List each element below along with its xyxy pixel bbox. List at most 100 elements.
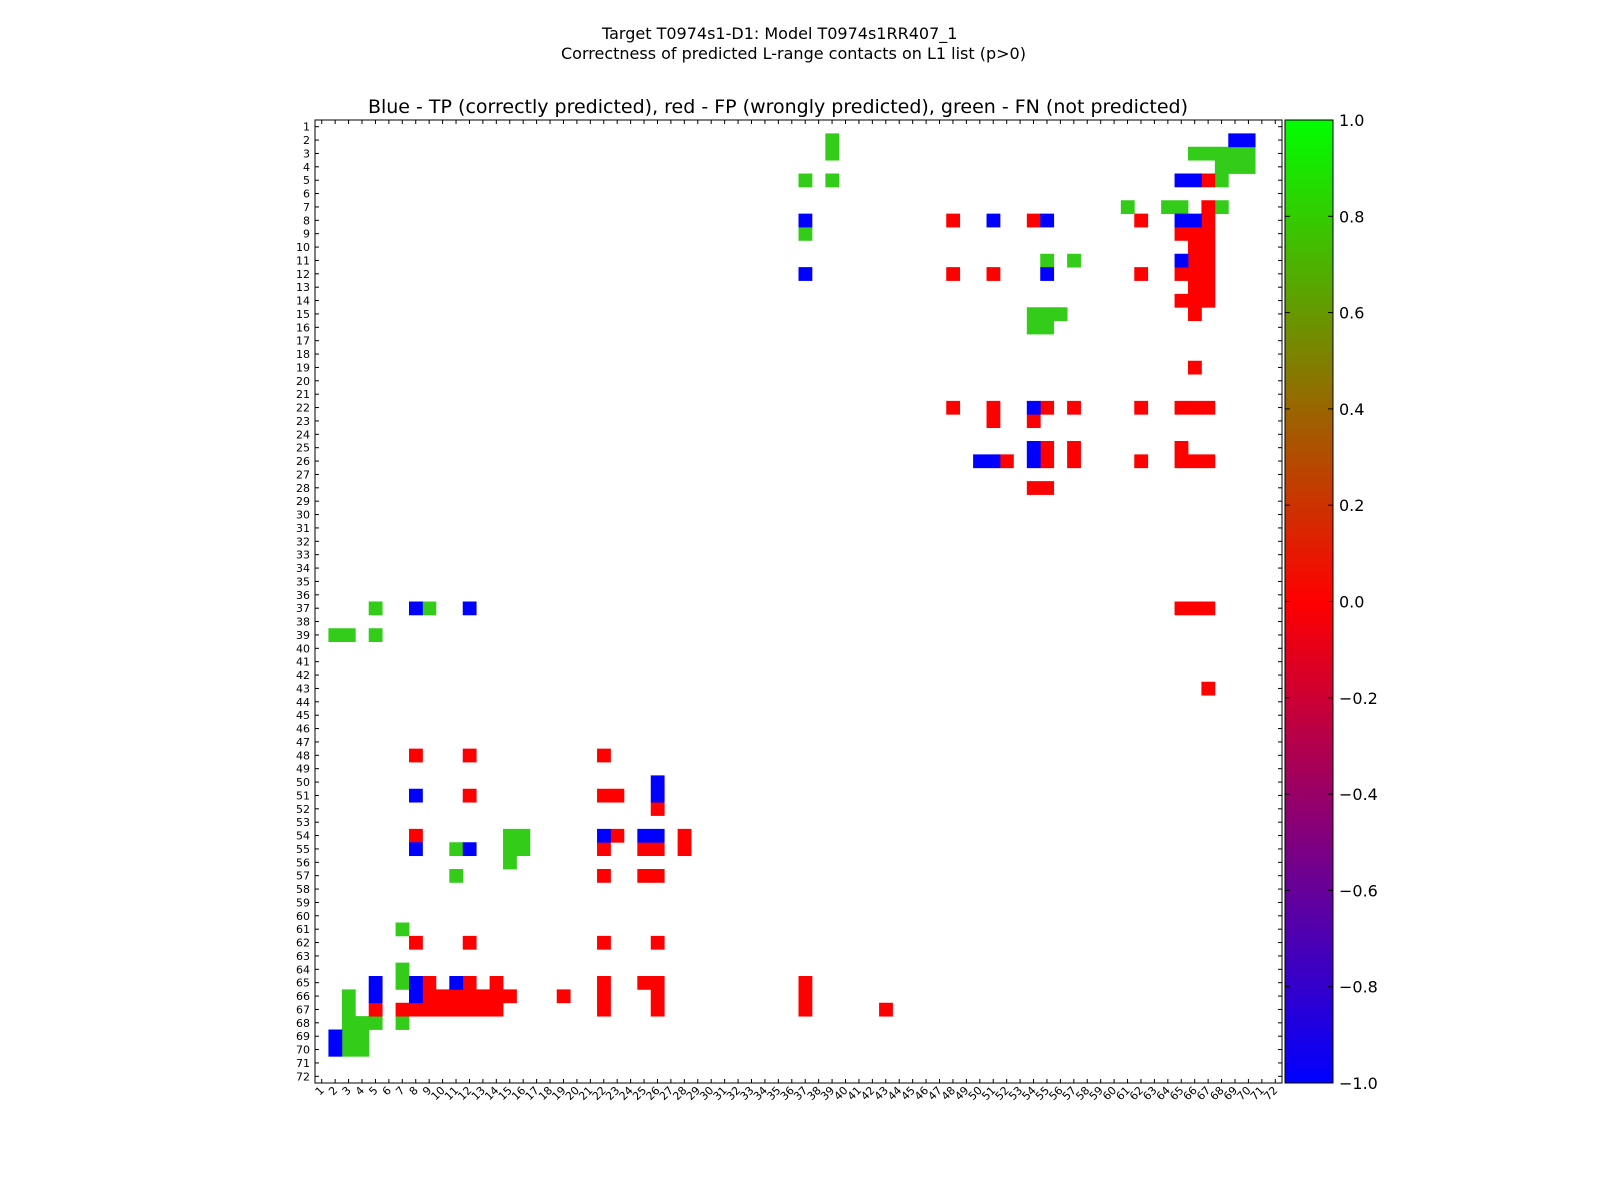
cell-fp [1187,601,1202,616]
cell-tp [449,976,464,990]
cell-fp [1187,267,1202,281]
x-tick-label: 2 [326,1084,340,1098]
cell-fp [1174,454,1189,469]
cell-fn [368,628,383,643]
y-tick-label: 1 [303,121,310,134]
cell-fp [650,802,665,816]
cell-fn [341,1042,356,1057]
suptitle-line-1: Target T0974s1-D1: Model T0974s1RR407_1 [601,24,957,44]
y-tick-label: 32 [296,535,310,548]
y-tick-label: 11 [296,254,310,267]
cell-fp [489,989,504,1004]
cell-fn [395,922,410,937]
colorbar-ticks: 1.0 0.8 0.6 0.4 0.2 0.0 −0.2 −0.4 −0.6 −0.8 −1.0 [1285,111,1378,1093]
y-tick-label: 64 [296,963,310,976]
cell-fn [1067,253,1081,268]
cell-fp [1067,400,1081,415]
y-tick-label: 7 [303,201,310,214]
cell-fn [1241,160,1256,174]
cell-tp [409,788,423,803]
cell-fp [879,1002,893,1017]
y-tick-label: 53 [296,816,310,829]
y-tick-label: 22 [296,402,310,415]
y-tick-label: 34 [296,562,310,575]
y-tick-label: 72 [296,1070,310,1083]
cell-fn [1026,320,1041,335]
cell-fp [422,989,437,1004]
y-tick-label: 40 [296,642,310,655]
y-tick-label: 48 [296,749,310,762]
y-tick-label: 4 [303,161,310,174]
cell-fp [1174,227,1189,241]
cell-fp [1201,293,1216,308]
cell-fp [1134,454,1149,469]
cell-fn [341,1016,356,1030]
cell-fn [1040,253,1055,268]
y-tick-label: 67 [296,1003,310,1016]
cell-fn [1201,146,1216,161]
cell-fp [435,989,450,1004]
y-tick-label: 5 [303,174,310,187]
cell-fp [946,213,961,228]
cell-fn [516,828,531,843]
y-tick-label: 2 [303,134,310,147]
cell-fn [355,1029,370,1044]
y-tick-label: 8 [303,214,310,227]
cell-fp [986,414,1001,429]
cell-fp [462,788,477,803]
cell-fn [1228,146,1243,161]
cell-fn [825,173,840,188]
cell-fn [395,976,410,990]
cell-tp [1187,173,1202,188]
cell-tp [986,213,1001,228]
cell-fp [1187,307,1202,322]
y-tick-label: 41 [296,656,310,669]
y-axis-ticks: 1234567891011121314151617181920212223242… [296,121,1282,1083]
colorbar-tick-label: 0.2 [1339,496,1364,515]
cell-tp [650,775,665,790]
y-tick-label: 16 [296,321,310,334]
cell-fn [1214,160,1229,174]
cell-fp [597,842,611,857]
y-tick-label: 56 [296,856,310,869]
cell-tp [409,989,423,1004]
cell-fn [1214,146,1229,161]
cell-fp [476,1002,490,1017]
y-tick-label: 60 [296,910,310,923]
y-tick-label: 27 [296,468,310,481]
colorbar-tick-label: −0.2 [1339,689,1378,708]
cell-fp [1201,280,1216,295]
cell-fp [1174,293,1189,308]
cell-tp [328,1042,343,1057]
y-tick-label: 57 [296,870,310,883]
cell-fn [825,133,840,148]
y-tick-label: 62 [296,937,310,950]
y-tick-label: 44 [296,696,310,709]
y-tick-label: 24 [296,428,310,441]
cell-fn [516,842,531,857]
cell-fp [449,1002,464,1017]
y-tick-label: 52 [296,803,310,816]
y-tick-label: 18 [296,348,310,361]
cell-fp [1187,240,1202,255]
y-tick-label: 23 [296,415,310,428]
cell-fp [637,842,652,857]
cell-fn [503,855,517,870]
cell-tp [973,454,987,469]
cell-fp [999,454,1014,469]
cell-fn [798,173,813,188]
y-tick-label: 21 [296,388,310,401]
x-tick-label: 3 [340,1084,354,1098]
y-tick-label: 25 [296,442,310,455]
y-tick-label: 38 [296,616,310,629]
x-tick-label: 7 [393,1084,407,1098]
cell-fp [798,989,813,1004]
cell-fn [341,1029,356,1044]
y-tick-label: 33 [296,549,310,562]
cell-fp [1174,441,1189,455]
cell-fp [597,976,611,990]
y-tick-label: 6 [303,188,310,201]
cell-fp [610,788,625,803]
colorbar-tick-label: 0.6 [1339,304,1364,323]
